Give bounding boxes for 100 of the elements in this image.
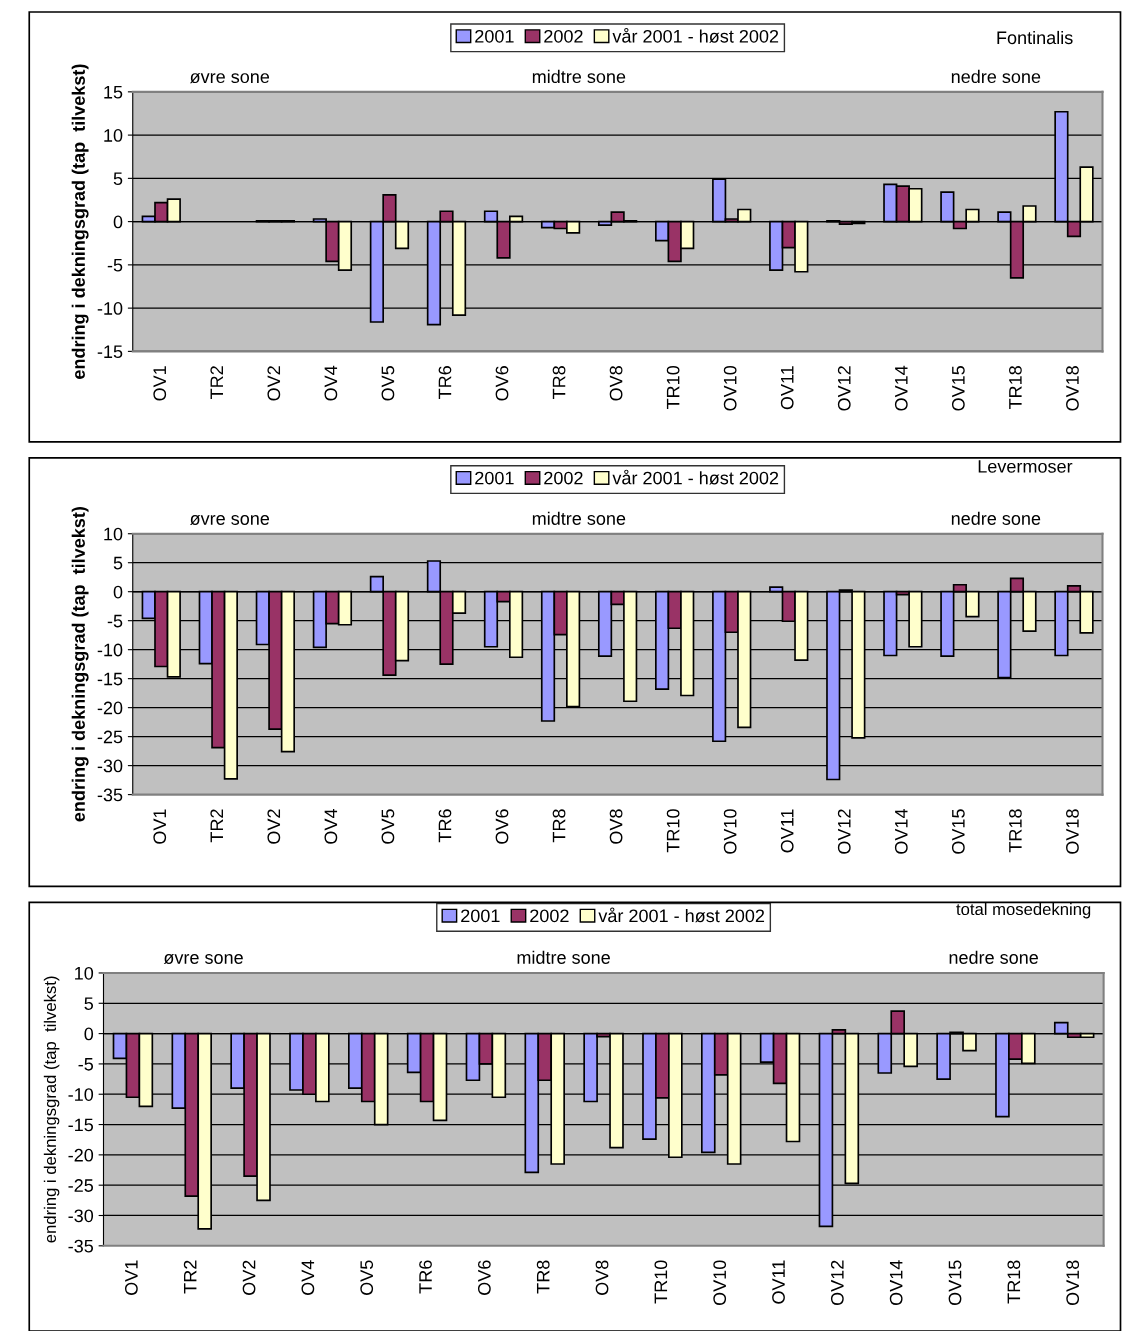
x-tick-label: OV11 — [780, 809, 794, 853]
legend-label: vår 2001 - høst 2002 — [612, 469, 779, 485]
x-tick-label: OV18 — [1066, 1260, 1080, 1306]
y-tick-label: -15 — [68, 1118, 94, 1132]
x-tick-label: OV2 — [242, 1260, 256, 1295]
y-tick-label: -30 — [97, 759, 123, 773]
y-tick-label: 10 — [104, 129, 123, 142]
x-tick-label: OV10 — [713, 1260, 727, 1306]
y-tick-label: -15 — [97, 345, 123, 359]
x-tick-label: OV18 — [1066, 809, 1079, 854]
x-tick-label: OV18 — [1066, 366, 1079, 411]
legend-label: 2002 — [544, 471, 583, 485]
text: øvre sone — [163, 953, 243, 965]
y-tick-label: -25 — [68, 1179, 94, 1192]
x-tick-label: OV14 — [889, 1260, 903, 1306]
y-tick-label: 5 — [113, 172, 123, 186]
x-tick-label: TR8 — [552, 809, 566, 843]
y-tick-label: 15 — [104, 85, 123, 99]
y-tick-label: 0 — [113, 215, 123, 229]
chart-title: Fontinalis — [997, 30, 1073, 45]
y-tick-label: 10 — [104, 527, 123, 541]
x-tick-label: OV4 — [324, 809, 338, 844]
x-tick-label: TR8 — [536, 1260, 550, 1294]
text: nedre sone — [949, 950, 1038, 964]
x-tick-label: OV1 — [153, 809, 167, 844]
x-tick-label: OV12 — [837, 809, 851, 854]
x-tick-label: OV11 — [780, 366, 794, 410]
x-tick-label: TR8 — [552, 366, 566, 399]
y-tick-label: 0 — [113, 585, 123, 599]
x-tick-label: OV10 — [723, 809, 737, 854]
text: midtre sone — [517, 950, 610, 964]
x-tick-label: OV5 — [381, 809, 395, 844]
legend-label: 2002 — [544, 29, 583, 43]
x-tick-label: OV2 — [267, 366, 281, 401]
x-tick-label: OV10 — [723, 365, 737, 411]
x-tick-label: OV12 — [837, 366, 851, 411]
y-tick-label: -10 — [97, 643, 123, 657]
text: midtre sone — [532, 511, 626, 525]
x-tick-label: TR10 — [654, 1260, 668, 1304]
x-tick-label: OV5 — [381, 366, 395, 401]
x-tick-label: TR6 — [438, 366, 452, 399]
legend-label: vår 2001 - høst 2002 — [612, 27, 779, 43]
x-tick-label: OV5 — [360, 1260, 374, 1295]
x-tick-label: OV15 — [951, 366, 965, 411]
y-tick-label: 5 — [113, 556, 123, 570]
y-tick-label: -5 — [78, 1058, 94, 1071]
y-tick-label: -35 — [68, 1239, 94, 1253]
x-tick-label: OV15 — [951, 809, 965, 854]
x-tick-label: OV8 — [609, 366, 623, 401]
x-tick-label: TR10 — [666, 809, 680, 853]
text: nedre sone — [951, 511, 1041, 525]
chart-title: Levermoser — [978, 460, 1073, 473]
x-tick-label: TR2 — [183, 1260, 197, 1294]
text: øvre sone — [189, 514, 270, 526]
text: øvre sone — [189, 73, 270, 84]
x-tick-label: OV14 — [894, 365, 908, 411]
x-tick-label: OV15 — [948, 1260, 962, 1306]
x-tick-label: OV1 — [153, 366, 167, 401]
x-tick-label: TR2 — [210, 809, 223, 843]
x-tick-label: OV1 — [124, 1260, 138, 1295]
x-tick-label: OV14 — [894, 809, 908, 854]
x-tick-label: TR10 — [666, 365, 680, 410]
y-tick-label: -20 — [97, 701, 123, 715]
x-tick-label: TR6 — [438, 809, 452, 843]
y-tick-label: -15 — [97, 672, 123, 686]
y-tick-label: -20 — [68, 1148, 94, 1162]
y-tick-label: -5 — [107, 614, 123, 628]
legend-label: 2001 — [475, 471, 514, 485]
x-tick-label: OV2 — [267, 809, 281, 844]
x-tick-label: OV8 — [609, 809, 623, 844]
y-tick-label: -30 — [68, 1209, 94, 1223]
legend-label: 2002 — [530, 909, 569, 923]
x-tick-label: TR6 — [419, 1260, 432, 1294]
x-tick-label: OV8 — [595, 1260, 609, 1295]
y-axis-title: endring i dekningsgrad (tap tilvekst) — [71, 507, 89, 822]
x-tick-label: TR18 — [1009, 366, 1022, 410]
y-tick-label: 5 — [84, 997, 94, 1010]
y-tick-label: -10 — [68, 1088, 94, 1101]
x-tick-label: OV6 — [495, 366, 509, 401]
y-tick-label: -5 — [107, 258, 123, 272]
legend-label: 2001 — [475, 29, 514, 43]
y-tick-label: -10 — [97, 302, 123, 315]
y-axis-title: endring i dekningsgrad (tap tilvekst) — [71, 64, 89, 379]
x-tick-label: OV4 — [324, 365, 338, 401]
legend-label: 2001 — [461, 909, 500, 923]
x-tick-label: TR2 — [210, 366, 223, 399]
x-tick-label: OV6 — [477, 1260, 491, 1295]
x-tick-label: TR18 — [1007, 1260, 1021, 1304]
y-tick-label: -35 — [97, 788, 123, 802]
y-tick-label: 10 — [75, 966, 94, 980]
x-tick-label: OV6 — [495, 809, 509, 844]
x-tick-label: TR18 — [1009, 809, 1022, 853]
text: midtre sone — [532, 69, 626, 84]
x-tick-label: OV12 — [830, 1260, 844, 1306]
y-tick-label: -25 — [97, 730, 123, 744]
y-axis-title: endring i dekningsgrad (tap tilvekst) — [43, 976, 60, 1243]
chart-title: total mosedekning — [956, 902, 1091, 919]
y-tick-label: 0 — [84, 1027, 94, 1041]
x-tick-label: OV4 — [301, 1260, 315, 1295]
text: nedre sone — [951, 69, 1041, 84]
